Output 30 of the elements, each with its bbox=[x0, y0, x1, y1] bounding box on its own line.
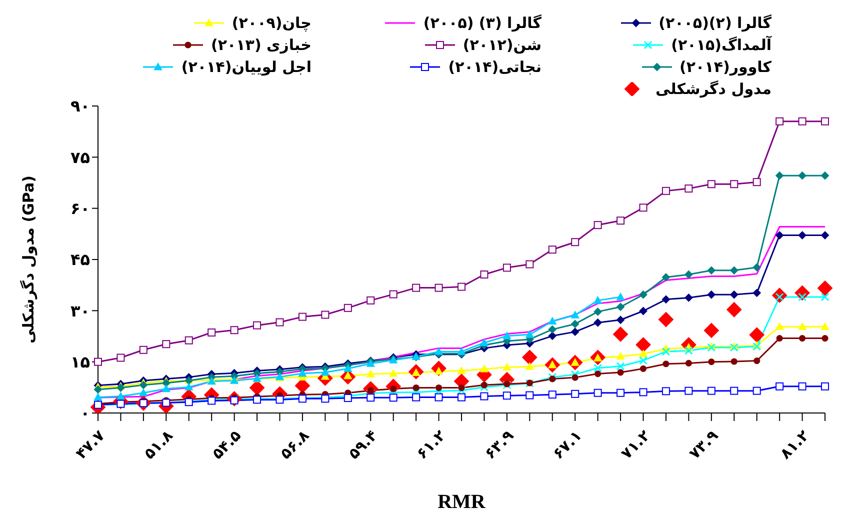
x-tick-label: ۵۹.۴ bbox=[344, 426, 381, 463]
legend-label: کاوور(۲۰۱۴) bbox=[680, 58, 772, 76]
x-tick-label: ۶۱.۲ bbox=[412, 426, 450, 463]
x-tick-label: ۵۱.۸ bbox=[140, 426, 176, 463]
legend-label: اجل لوییان(۲۰۱۴) bbox=[181, 58, 312, 76]
x-tick-label: ۷۱.۲ bbox=[617, 426, 654, 463]
y-tick-label: ۹۰ bbox=[70, 96, 90, 116]
legend-label: مدول دگرشکلی bbox=[655, 80, 772, 98]
x-tick-label: ۶۳.۹ bbox=[481, 426, 518, 463]
x-tick-label: ۴۷.۷ bbox=[72, 426, 108, 463]
y-tick-label: ۰ bbox=[80, 404, 90, 423]
legend-label: گالرا (۳) (۲۰۰۵) bbox=[423, 14, 542, 32]
legend-label: شن(۲۰۱۲) bbox=[462, 36, 542, 54]
y-tick-label: ۱۵ bbox=[70, 352, 90, 372]
x-tick-label: ۵۶.۸ bbox=[276, 426, 313, 463]
legend-label: نجاتی(۲۰۱۴) bbox=[448, 58, 542, 76]
y-tick-label: ۷۵ bbox=[70, 148, 90, 167]
x-tick-label: ۸۱.۲ bbox=[776, 426, 813, 463]
legend-label: آلمداگ(۲۰۱۵) bbox=[671, 36, 772, 54]
legend-label: چان(۲۰۰۹) bbox=[232, 14, 312, 32]
x-tick-label: ۶۷.۱ bbox=[549, 426, 586, 463]
y-tick-label: ۳۰ bbox=[70, 301, 90, 320]
x-tick-label: ۵۴.۵ bbox=[208, 426, 245, 463]
y-tick-label: ۶۰ bbox=[70, 199, 90, 218]
y-axis-title: مدول دگرشکلی (GPa) bbox=[19, 175, 38, 344]
x-axis-title: RMR bbox=[438, 491, 486, 513]
legend-label: خبازی (۲۰۱۳) bbox=[210, 36, 312, 54]
legend-label: گالرا (۲)(۲۰۰۵) bbox=[658, 14, 772, 32]
y-tick-label: ۴۵ bbox=[70, 250, 90, 270]
x-tick-label: ۷۳.۹ bbox=[685, 426, 722, 463]
